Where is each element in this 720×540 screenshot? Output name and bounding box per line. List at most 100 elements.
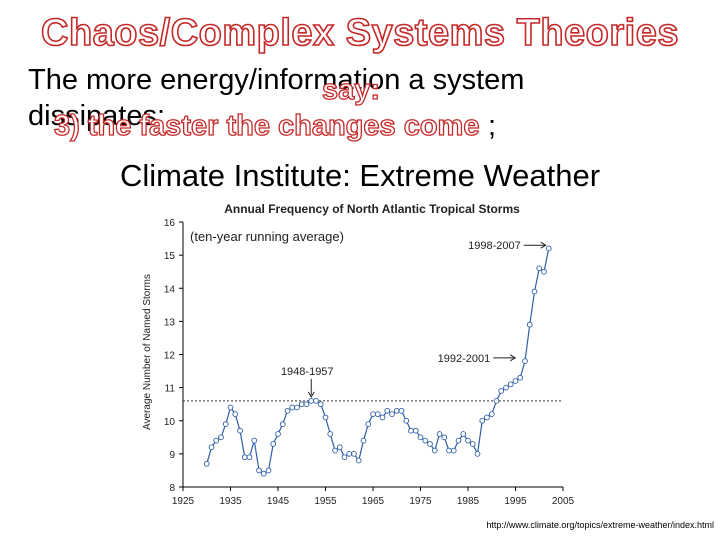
data-point (322, 414, 329, 421)
data-point (279, 421, 286, 427)
x-tick-label: 1935 (219, 496, 242, 507)
x-tick-label: 1965 (362, 496, 385, 507)
data-point (526, 321, 533, 328)
data-point (317, 401, 324, 408)
data-point (303, 401, 310, 408)
data-point (341, 454, 348, 461)
data-point (332, 447, 338, 454)
data-point (284, 407, 291, 414)
x-tick-label: 1975 (409, 496, 432, 507)
data-point (517, 374, 524, 381)
data-point (346, 451, 353, 457)
x-tick-label: 1925 (172, 496, 195, 507)
data-point (294, 404, 300, 411)
annotation-label: 1992-2001 (438, 353, 491, 365)
data-point (479, 417, 486, 424)
y-axis-label: Average Number of Named Storms (142, 274, 153, 430)
data-point (412, 427, 419, 434)
data-point (455, 437, 462, 444)
y-tick-label: 15 (164, 251, 176, 262)
data-point (408, 427, 414, 434)
data-point (308, 398, 315, 404)
annotation-label: 1948-1957 (281, 366, 334, 378)
chart-inset-label: (ten-year running average) (190, 229, 344, 244)
data-point (393, 407, 400, 414)
data-point (351, 451, 357, 457)
data-point (260, 470, 267, 477)
data-point (365, 421, 372, 427)
data-point (488, 411, 495, 417)
data-point (251, 437, 258, 444)
data-point (493, 398, 500, 404)
data-point (469, 441, 476, 447)
data-point (265, 467, 272, 474)
data-point (218, 434, 224, 441)
annotation-arrowhead (307, 391, 315, 398)
data-point (203, 460, 210, 467)
data-point (374, 411, 381, 417)
data-point (484, 414, 490, 421)
series-line (206, 248, 550, 475)
chart-title: Annual Frequency of North Atlantic Tropi… (224, 202, 520, 216)
data-point (417, 434, 424, 441)
data-point (431, 447, 438, 454)
data-point (507, 381, 514, 388)
data-point (536, 265, 543, 272)
source-link[interactable]: http://www.climate.org/topics/extreme-we… (486, 520, 714, 530)
y-tick-label: 10 (164, 417, 176, 428)
data-point (503, 384, 509, 391)
data-point (256, 467, 262, 474)
data-point (298, 401, 305, 408)
x-tick-label: 1995 (504, 496, 527, 507)
y-tick-label: 16 (164, 218, 176, 229)
data-point (545, 245, 552, 252)
data-point (450, 447, 457, 454)
data-point (213, 437, 220, 444)
y-tick-label: 12 (164, 351, 176, 362)
body-line-1: The more energy/information a system (28, 64, 525, 96)
y-tick-label: 8 (169, 483, 175, 494)
data-point (446, 447, 452, 454)
data-point (512, 378, 519, 384)
y-tick-label: 9 (169, 450, 175, 461)
data-point (474, 451, 481, 457)
data-point (289, 404, 296, 411)
overlay-say: say: (321, 73, 381, 106)
data-point (360, 437, 367, 444)
y-tick-label: 13 (164, 317, 176, 328)
data-point (384, 407, 391, 414)
slide-subtitle: Climate Institute: Extreme Weather (119, 158, 601, 193)
y-tick-label: 11 (165, 384, 176, 395)
data-point (531, 288, 538, 295)
data-point (379, 414, 386, 421)
data-point (246, 454, 253, 461)
data-point (398, 407, 405, 414)
data-point (208, 444, 215, 451)
data-point (465, 437, 471, 444)
data-point (441, 434, 448, 441)
x-tick-label: 1955 (314, 496, 337, 507)
data-point (370, 411, 376, 417)
data-point (275, 431, 281, 437)
data-point (403, 417, 410, 424)
data-point (522, 358, 528, 364)
y-tick-label: 14 (164, 284, 176, 295)
body-line-2: dissipates: (28, 100, 166, 132)
data-point (498, 388, 505, 394)
annotation-arrowhead (540, 241, 547, 249)
data-point (460, 431, 467, 437)
data-point (427, 441, 433, 447)
data-point (222, 421, 229, 427)
x-tick-label: 1985 (457, 496, 480, 507)
data-point (389, 411, 395, 417)
x-tick-label: 1945 (267, 496, 290, 507)
x-tick-label: 2005 (552, 496, 575, 507)
slide-title: Chaos/Complex Systems Theories (40, 11, 679, 55)
data-point (336, 444, 343, 451)
data-point (541, 268, 547, 275)
data-point (422, 437, 429, 444)
data-point (237, 427, 243, 434)
data-point (241, 454, 248, 461)
data-point (270, 441, 277, 447)
